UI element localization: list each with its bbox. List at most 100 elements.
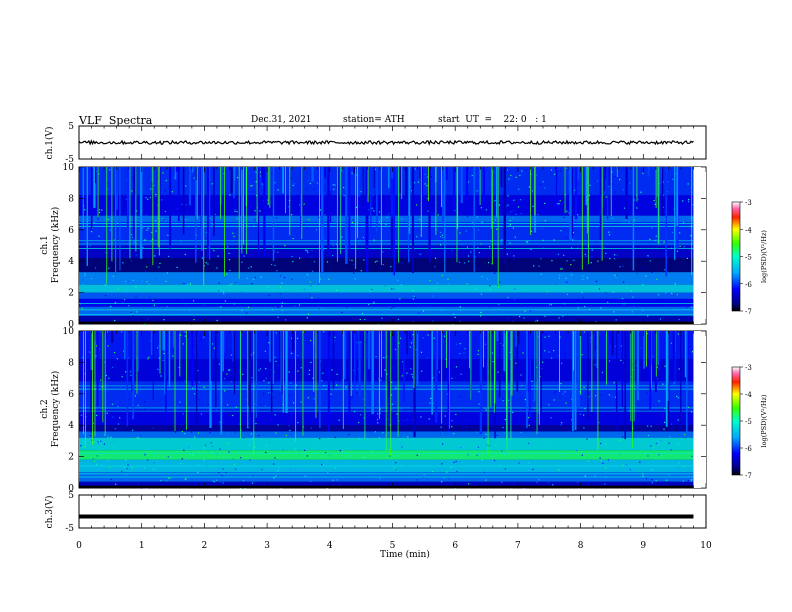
noise-speck bbox=[166, 193, 168, 195]
noise-speck bbox=[323, 212, 325, 214]
noise-speck bbox=[672, 231, 674, 234]
noise-speck bbox=[207, 263, 209, 265]
noise-speck bbox=[136, 401, 138, 404]
noise-speck bbox=[663, 269, 666, 271]
noise-speck bbox=[374, 431, 377, 433]
noise-speck bbox=[181, 430, 183, 433]
start-time-label: start UT = 22: 0 : 1 bbox=[438, 115, 547, 125]
noise-speck bbox=[248, 426, 250, 429]
noise-speck bbox=[265, 377, 267, 379]
noise-speck bbox=[398, 420, 400, 422]
noise-speck bbox=[614, 175, 616, 177]
noise-speck bbox=[310, 256, 312, 258]
noise-speck bbox=[201, 257, 203, 259]
noise-speck bbox=[190, 452, 192, 454]
noise-speck bbox=[432, 470, 434, 473]
noise-speck bbox=[483, 383, 486, 386]
noise-speck bbox=[356, 392, 358, 394]
noise-speck bbox=[81, 307, 83, 310]
noise-speck bbox=[125, 459, 127, 461]
noise-speck bbox=[670, 449, 672, 451]
noise-speck bbox=[513, 258, 515, 261]
noise-speck bbox=[84, 311, 86, 313]
noise-speck bbox=[491, 352, 494, 354]
frequency-band bbox=[79, 284, 694, 293]
noise-speck bbox=[410, 406, 412, 408]
noise-speck bbox=[243, 255, 245, 257]
noise-speck bbox=[655, 480, 657, 482]
frequency-band bbox=[79, 215, 694, 222]
noise-speck bbox=[433, 337, 435, 339]
noise-speck bbox=[660, 269, 662, 271]
noise-speck bbox=[419, 218, 421, 221]
noise-speck bbox=[538, 265, 540, 267]
noise-speck bbox=[424, 183, 426, 185]
noise-speck bbox=[210, 442, 212, 444]
noise-speck bbox=[141, 280, 144, 282]
noise-speck bbox=[410, 368, 412, 370]
noise-speck bbox=[519, 174, 521, 177]
noise-speck bbox=[683, 466, 685, 468]
noise-speck bbox=[629, 468, 632, 471]
noise-speck bbox=[250, 354, 252, 356]
noise-speck bbox=[616, 254, 618, 256]
noise-speck bbox=[619, 266, 621, 268]
noise-speck bbox=[485, 209, 488, 211]
noise-speck bbox=[451, 249, 453, 252]
noise-speck bbox=[590, 262, 592, 264]
noise-speck bbox=[427, 197, 429, 200]
noise-speck bbox=[590, 298, 592, 300]
noise-speck bbox=[371, 471, 373, 473]
noise-speck bbox=[182, 343, 184, 345]
noise-speck bbox=[412, 290, 414, 292]
noise-speck bbox=[306, 274, 309, 276]
noise-speck bbox=[146, 266, 148, 268]
noise-speck bbox=[122, 302, 124, 304]
noise-speck bbox=[480, 444, 482, 446]
noise-speck bbox=[426, 357, 428, 359]
noise-speck bbox=[223, 455, 225, 458]
noise-speck bbox=[320, 434, 322, 437]
noise-speck bbox=[399, 298, 401, 300]
noise-speck bbox=[502, 400, 504, 402]
noise-speck bbox=[527, 241, 529, 243]
noise-speck bbox=[243, 438, 245, 440]
noise-speck bbox=[234, 209, 236, 211]
noise-speck bbox=[257, 353, 259, 355]
noise-speck bbox=[81, 390, 83, 392]
noise-speck bbox=[421, 370, 423, 372]
noise-speck bbox=[582, 175, 584, 177]
noise-speck bbox=[297, 184, 299, 186]
noise-speck bbox=[368, 209, 370, 211]
noise-speck bbox=[236, 211, 238, 213]
noise-speck bbox=[312, 377, 314, 379]
noise-speck bbox=[96, 455, 98, 457]
noise-speck bbox=[562, 393, 564, 395]
noise-speck bbox=[346, 386, 349, 388]
noise-speck bbox=[304, 449, 306, 451]
noise-speck bbox=[432, 377, 434, 379]
noise-speck bbox=[153, 462, 155, 464]
noise-speck bbox=[273, 477, 275, 479]
noise-speck bbox=[389, 424, 391, 426]
noise-speck bbox=[131, 177, 134, 179]
noise-speck bbox=[390, 307, 392, 310]
noise-speck bbox=[381, 341, 383, 343]
noise-speck bbox=[130, 311, 132, 313]
noise-speck bbox=[309, 339, 312, 342]
noise-speck bbox=[240, 300, 242, 302]
noise-speck bbox=[181, 203, 183, 205]
noise-speck bbox=[466, 453, 468, 455]
noise-speck bbox=[277, 251, 279, 253]
noise-speck bbox=[254, 210, 256, 212]
noise-speck bbox=[687, 479, 689, 482]
noise-speck bbox=[254, 403, 257, 405]
noise-speck bbox=[406, 372, 408, 374]
noise-speck bbox=[259, 173, 262, 176]
noise-speck bbox=[585, 255, 588, 257]
noise-speck bbox=[144, 454, 146, 456]
noise-speck bbox=[507, 195, 509, 197]
noise-speck bbox=[454, 377, 457, 379]
noise-speck bbox=[608, 360, 611, 362]
